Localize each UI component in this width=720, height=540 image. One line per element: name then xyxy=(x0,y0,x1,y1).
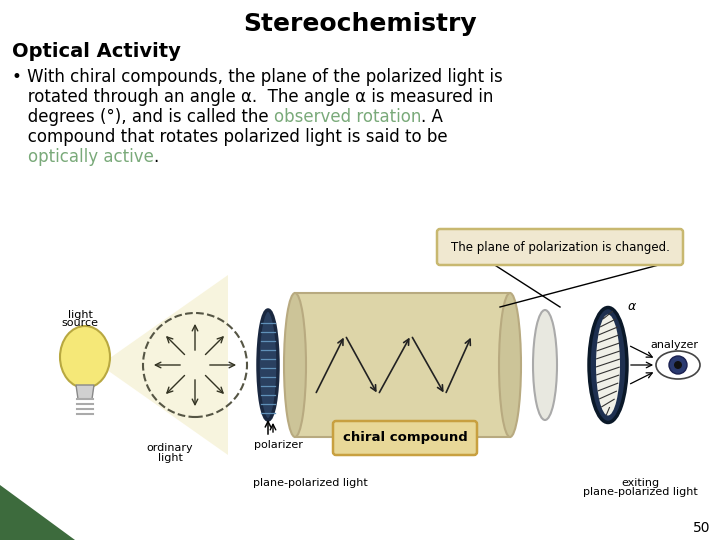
Text: light: light xyxy=(158,453,182,463)
Circle shape xyxy=(669,356,687,374)
Polygon shape xyxy=(100,275,228,455)
Text: polarizer: polarizer xyxy=(253,440,302,450)
Text: observed rotation: observed rotation xyxy=(274,108,421,126)
Text: rotated through an angle α.  The angle α is measured in: rotated through an angle α. The angle α … xyxy=(12,88,493,106)
Text: exiting: exiting xyxy=(621,478,659,488)
Text: plane-polarized light: plane-polarized light xyxy=(253,478,367,488)
Text: • With chiral compounds, the plane of the polarized light is: • With chiral compounds, the plane of th… xyxy=(12,68,503,86)
Text: α: α xyxy=(628,300,636,314)
Ellipse shape xyxy=(656,351,700,379)
Ellipse shape xyxy=(589,307,627,422)
Text: 50: 50 xyxy=(693,521,710,535)
Ellipse shape xyxy=(499,293,521,437)
Bar xyxy=(295,293,510,437)
Text: degrees (°), and is called the: degrees (°), and is called the xyxy=(12,108,274,126)
Ellipse shape xyxy=(60,326,110,388)
Text: compound that rotates polarized light is said to be: compound that rotates polarized light is… xyxy=(12,128,448,146)
FancyBboxPatch shape xyxy=(333,421,477,455)
Text: ordinary: ordinary xyxy=(147,443,193,453)
Text: plane-polarized light: plane-polarized light xyxy=(582,487,698,497)
Text: analyzer: analyzer xyxy=(650,340,698,350)
Ellipse shape xyxy=(284,293,306,437)
Ellipse shape xyxy=(533,310,557,420)
Text: chiral compound: chiral compound xyxy=(343,431,467,444)
Text: .: . xyxy=(153,148,159,166)
Text: source: source xyxy=(61,318,99,328)
Ellipse shape xyxy=(596,314,620,415)
Polygon shape xyxy=(0,485,75,540)
Text: Stereochemistry: Stereochemistry xyxy=(243,12,477,36)
Text: Optical Activity: Optical Activity xyxy=(12,42,181,61)
Text: optically active: optically active xyxy=(28,148,153,166)
Ellipse shape xyxy=(258,310,278,420)
Text: The plane of polarization is changed.: The plane of polarization is changed. xyxy=(451,240,670,253)
FancyBboxPatch shape xyxy=(437,229,683,265)
Polygon shape xyxy=(76,385,94,399)
Text: light: light xyxy=(68,310,92,320)
Text: sample tube: sample tube xyxy=(370,445,440,455)
Circle shape xyxy=(674,361,682,369)
Text: . A: . A xyxy=(421,108,443,126)
